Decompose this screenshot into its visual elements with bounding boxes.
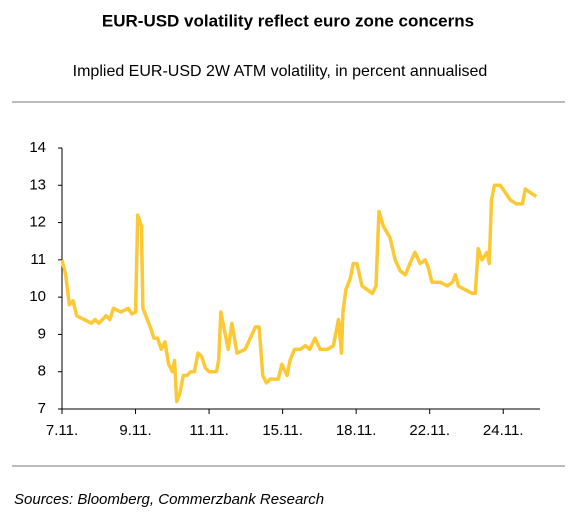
y-tick-label: 9 (38, 325, 46, 342)
x-tick-label: 7.11. (46, 422, 78, 439)
y-tick-label: 11 (30, 251, 46, 268)
y-tick-label: 13 (29, 176, 46, 193)
x-tick-label: 11.11. (189, 422, 228, 439)
y-tick-label: 14 (29, 139, 46, 156)
x-tick-label: 22.11. (409, 422, 450, 439)
data-line (60, 183, 538, 404)
chart-subtitle: Implied EUR-USD 2W ATM volatility, in pe… (73, 63, 488, 80)
y-tick-label: 12 (29, 214, 46, 231)
chart-title: EUR-USD volatility reflect euro zone con… (102, 11, 474, 30)
y-tick-label: 8 (38, 363, 46, 380)
x-tick-label: 9.11. (119, 422, 151, 439)
x-tick-label: 18.11. (336, 422, 377, 439)
source: Sources: Bloomberg, Commerzbank Research (14, 491, 324, 508)
x-tick-label: 15.11. (262, 422, 303, 439)
y-tick-label: 7 (38, 400, 46, 417)
x-tick-label: 24.11. (483, 422, 524, 439)
y-tick-label: 10 (29, 288, 46, 305)
